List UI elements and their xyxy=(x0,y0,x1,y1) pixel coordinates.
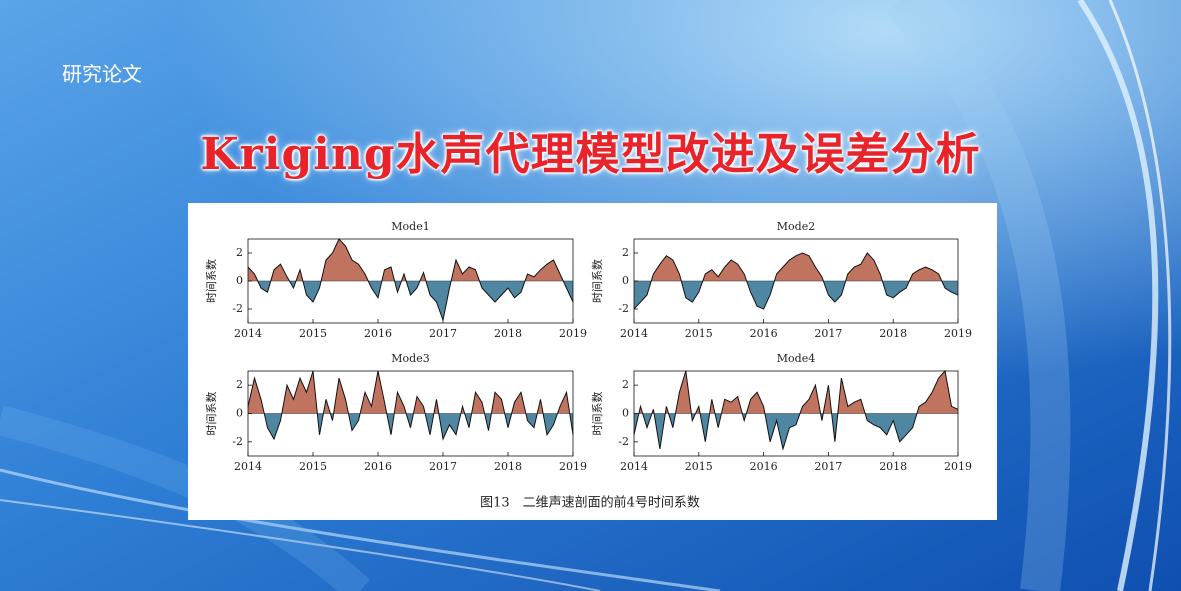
x-tick-label: 2016 xyxy=(364,460,392,473)
x-tick-label: 2019 xyxy=(944,460,972,473)
x-tick-label: 2017 xyxy=(814,327,842,340)
x-tick-label: 2018 xyxy=(879,327,907,340)
y-tick-label: 2 xyxy=(236,246,243,259)
subplot-title: Mode2 xyxy=(777,220,815,233)
x-tick-label: 2017 xyxy=(814,460,842,473)
y-axis-label: 时间系数 xyxy=(205,392,218,436)
x-tick-label: 2019 xyxy=(559,460,587,473)
y-tick-label: -2 xyxy=(232,302,243,315)
y-tick-label: -2 xyxy=(618,302,629,315)
x-tick-label: 2014 xyxy=(620,327,648,340)
figure-panel xyxy=(188,203,997,520)
y-tick-label: 2 xyxy=(622,378,629,391)
subplot-title: Mode1 xyxy=(391,220,429,233)
x-tick-label: 2018 xyxy=(494,327,522,340)
negative-area xyxy=(634,281,958,309)
x-tick-label: 2017 xyxy=(429,460,457,473)
section-label: 研究论文 xyxy=(62,62,142,86)
subplot: Mode3 时间系数 -2 0 2 2014 2015 2016 2017 2018 2019 xyxy=(205,352,587,473)
x-tick-label: 2015 xyxy=(299,327,327,340)
slide-title: Kriging水声代理模型改进及误差分析 xyxy=(200,129,981,180)
x-tick-label: 2014 xyxy=(620,460,648,473)
subplot: Mode4 时间系数 -2 0 2 2014 2015 2016 2017 2018 2019 xyxy=(591,352,972,473)
x-tick-label: 2018 xyxy=(494,460,522,473)
series-line xyxy=(633,252,959,310)
y-tick-label: 0 xyxy=(622,407,629,420)
y-tick-label: 0 xyxy=(622,274,629,287)
y-axis-label: 时间系数 xyxy=(591,259,604,303)
x-tick-label: 2015 xyxy=(299,460,327,473)
y-tick-label: -2 xyxy=(618,435,629,448)
y-tick-label: 0 xyxy=(236,407,243,420)
y-tick-label: -2 xyxy=(232,435,243,448)
subplot-title: Mode4 xyxy=(777,352,815,365)
x-tick-label: 2018 xyxy=(879,460,907,473)
negative-area xyxy=(634,413,958,449)
negative-area xyxy=(248,281,573,321)
x-tick-label: 2016 xyxy=(364,327,392,340)
subplot: Mode1 时间系数 -2 0 2 2014 2015 2016 2017 2018 2019 xyxy=(205,220,587,340)
y-tick-label: 2 xyxy=(236,378,243,391)
x-tick-label: 2017 xyxy=(429,327,457,340)
x-tick-label: 2016 xyxy=(750,460,778,473)
x-tick-label: 2014 xyxy=(234,460,262,473)
x-tick-label: 2019 xyxy=(559,327,587,340)
positive-area xyxy=(248,239,573,281)
series-line xyxy=(633,369,959,451)
x-tick-label: 2019 xyxy=(944,327,972,340)
y-tick-label: 0 xyxy=(236,274,243,287)
y-axis-label: 时间系数 xyxy=(591,392,604,436)
x-tick-label: 2015 xyxy=(685,460,713,473)
series-line xyxy=(247,370,574,441)
x-tick-label: 2014 xyxy=(234,327,262,340)
subplot-title: Mode3 xyxy=(391,352,429,365)
x-tick-label: 2015 xyxy=(685,327,713,340)
series-line xyxy=(247,238,574,323)
y-tick-label: 2 xyxy=(622,246,629,259)
positive-area xyxy=(248,371,573,414)
subplot: Mode2 时间系数 -2 0 2 2014 2015 2016 2017 2018 2019 xyxy=(591,220,972,340)
y-axis-label: 时间系数 xyxy=(205,259,218,303)
x-tick-label: 2016 xyxy=(750,327,778,340)
figure-caption: 图13 二维声速剖面的前4号时间系数 xyxy=(480,495,700,511)
